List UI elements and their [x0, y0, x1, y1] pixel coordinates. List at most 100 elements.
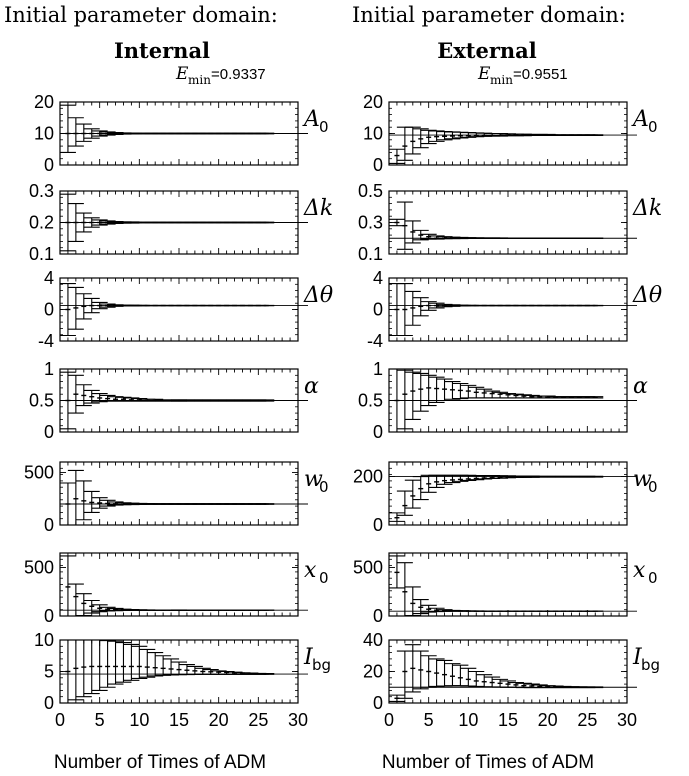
error-bar [99, 640, 116, 688]
error-bar [147, 652, 164, 677]
svg-text:0: 0 [648, 478, 658, 496]
y-tick-label: 10 [363, 124, 383, 144]
error-bar [396, 650, 413, 699]
svg-text:x: x [304, 558, 317, 583]
error-bar [123, 643, 140, 681]
x-tick-label: 0 [55, 710, 65, 730]
svg-text:0: 0 [319, 478, 329, 496]
svg-text:A: A [631, 107, 649, 132]
x-tick-label: 0 [384, 710, 394, 730]
x-tick-label: 30 [617, 710, 637, 730]
right-heading: Initial parameter domain: [352, 3, 626, 27]
svg-text:0: 0 [319, 118, 329, 136]
parameter-label: w0 [304, 467, 329, 496]
svg-text:0: 0 [648, 569, 658, 587]
y-tick-label: 200 [353, 467, 383, 487]
panel-external-dtheta: -4 0 4 Δθ [367, 268, 662, 351]
y-tick-label: 1 [44, 359, 54, 379]
svg-text:0: 0 [319, 569, 329, 587]
parameter-label: w0 [633, 467, 658, 496]
y-tick-label: 5 [44, 662, 54, 682]
y-tick-label: 10 [34, 124, 54, 144]
error-bar [107, 640, 124, 685]
plot-frame [388, 552, 628, 617]
panel-internal-dtheta: -4 0 4 Δθ [38, 268, 333, 351]
error-bar [428, 376, 445, 403]
y-tick-label: 500 [24, 463, 54, 483]
x-tick-label: 5 [424, 710, 434, 730]
svg-text:α: α [304, 374, 319, 399]
x-tick-label: 20 [209, 710, 229, 730]
plot-frame [388, 461, 628, 526]
error-bar [59, 555, 76, 617]
y-tick-label: 0.3 [29, 181, 54, 201]
parameter-label: α [633, 374, 648, 399]
y-tick-label: 0 [44, 515, 54, 535]
y-tick-label: 0 [44, 300, 54, 320]
parameter-label: α [304, 374, 319, 399]
error-bar [388, 148, 405, 164]
right-emin-label: E min =0.9551 [477, 64, 568, 87]
svg-text:E: E [175, 64, 189, 84]
y-tick-label: 500 [353, 558, 383, 578]
y-tick-label: 0 [373, 693, 383, 713]
y-tick-label: 0 [44, 606, 54, 626]
y-tick-label: 0 [373, 515, 383, 535]
x-tick-label: 10 [458, 710, 478, 730]
y-tick-label: 0.3 [358, 213, 383, 233]
parameter-label: Δθ [632, 283, 662, 308]
svg-text:min: min [490, 73, 513, 87]
y-tick-label: 4 [373, 268, 383, 288]
y-tick-label: 40 [363, 630, 383, 650]
error-bar [115, 641, 132, 683]
left-x-axis-title: Number of Times of ADM [54, 752, 266, 773]
parameter-label: Δk [632, 196, 662, 221]
parameter-label: Δθ [303, 283, 333, 308]
y-tick-label: 0 [44, 693, 54, 713]
panel-internal-Ibg: 0 5 10 I bg 0 5 10 15 20 25 30 [34, 630, 331, 730]
plot-frame [59, 277, 299, 342]
plot-frame [388, 639, 628, 704]
x-tick-label: 25 [577, 710, 597, 730]
x-tick-label: 20 [538, 710, 558, 730]
svg-text:bg: bg [641, 656, 660, 674]
error-bar [59, 104, 76, 153]
svg-text:E: E [477, 64, 491, 84]
y-tick-label: 0 [44, 422, 54, 442]
y-tick-label: 0.1 [358, 244, 383, 264]
error-bar [396, 562, 413, 617]
y-tick-label: 0.1 [29, 244, 54, 264]
y-tick-label: 0 [373, 422, 383, 442]
y-tick-label: 0 [373, 606, 383, 626]
panel-internal-dk: 0.1 0.2 0.3 Δk [29, 181, 333, 264]
svg-text:=0.9551: =0.9551 [513, 66, 568, 83]
error-bar [163, 658, 180, 676]
y-tick-label: 0 [44, 155, 54, 175]
plot-frame [388, 277, 628, 342]
error-bar [67, 639, 84, 701]
svg-text:A: A [302, 107, 320, 132]
svg-text:w: w [633, 467, 652, 492]
error-bar [396, 369, 413, 430]
error-bar [420, 374, 437, 407]
y-tick-label: 0.5 [29, 391, 54, 411]
panel-internal-alpha: 0 0.5 1 α [29, 359, 319, 442]
y-tick-label: 0.5 [358, 181, 383, 201]
y-tick-label: 0 [373, 300, 383, 320]
error-bar [67, 469, 84, 526]
x-tick-label: 25 [248, 710, 268, 730]
svg-text:I: I [632, 645, 643, 670]
svg-text:Δθ: Δθ [303, 283, 333, 308]
x-tick-label: 5 [95, 710, 105, 730]
panel-external-alpha: 0 0.5 1 α [358, 359, 648, 442]
error-bar [75, 123, 92, 142]
